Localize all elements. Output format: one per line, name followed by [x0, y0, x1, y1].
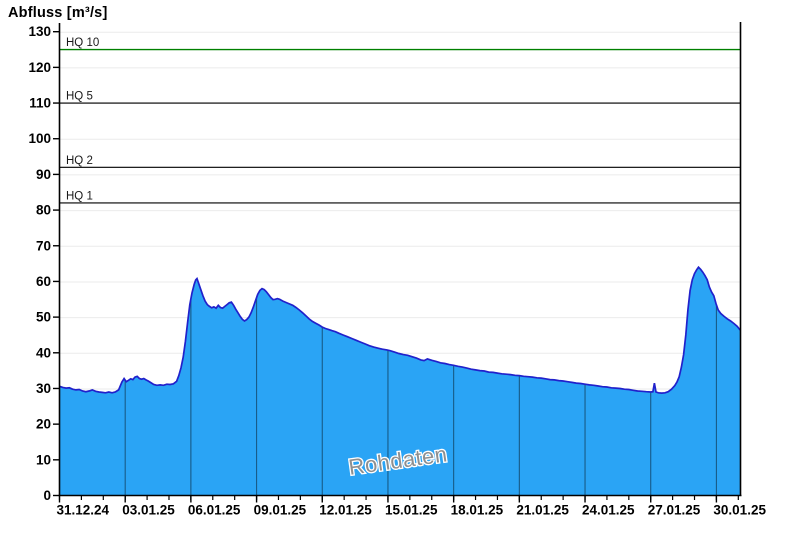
y-tick-label: 60: [36, 274, 51, 289]
y-tick-label: 40: [36, 345, 51, 360]
x-tick-label: 06.01.25: [188, 503, 241, 518]
x-tick-label: 31.12.24: [57, 503, 110, 518]
reference-line-label: HQ 2: [66, 155, 93, 167]
y-tick-label: 30: [36, 381, 51, 396]
reference-line-label: HQ 10: [66, 37, 99, 49]
y-tick-label: 110: [29, 96, 51, 111]
vertical-gridlines: [124, 267, 717, 496]
x-tick-label: 03.01.25: [122, 503, 175, 518]
discharge-area: [59, 267, 741, 496]
y-tick-label: 130: [28, 24, 51, 39]
x-tick-label: 27.01.25: [648, 503, 701, 518]
y-axis: 0 10 20 30 40 50 60 70 80 90 100 110 120 130: [28, 23, 61, 503]
hq-reference-lines: HQ 10 HQ 5 HQ 2 HQ 1: [59, 37, 741, 204]
x-tick-label: 12.01.25: [319, 503, 372, 518]
y-tick-label: 90: [36, 167, 51, 182]
y-tick-label: 100: [28, 131, 51, 146]
y-tick-label: 20: [36, 417, 51, 432]
x-axis: 31.12.24 03.01.25 06.01.25 09.01.25 12.01.25…: [57, 22, 766, 518]
x-tick-label: 18.01.25: [451, 503, 504, 518]
x-tick-label: 24.01.25: [582, 503, 635, 518]
discharge-line: [59, 265, 741, 394]
y-tick-label: 10: [36, 452, 51, 467]
x-tick-label: 30.01.25: [713, 503, 766, 518]
x-tick-label: 21.01.25: [516, 503, 569, 518]
reference-line-label: HQ 1: [66, 190, 93, 202]
reference-line-label: HQ 5: [66, 91, 93, 103]
x-tick-label: 09.01.25: [254, 503, 307, 518]
y-tick-label: 50: [36, 310, 51, 325]
y-tick-label: 80: [36, 203, 51, 218]
y-tick-label: 70: [36, 238, 51, 253]
y-tick-label: 0: [43, 488, 51, 503]
chart-title: Abfluss [m³/s]: [8, 5, 108, 21]
y-tick-label: 120: [28, 60, 51, 75]
x-tick-label: 15.01.25: [385, 503, 438, 518]
